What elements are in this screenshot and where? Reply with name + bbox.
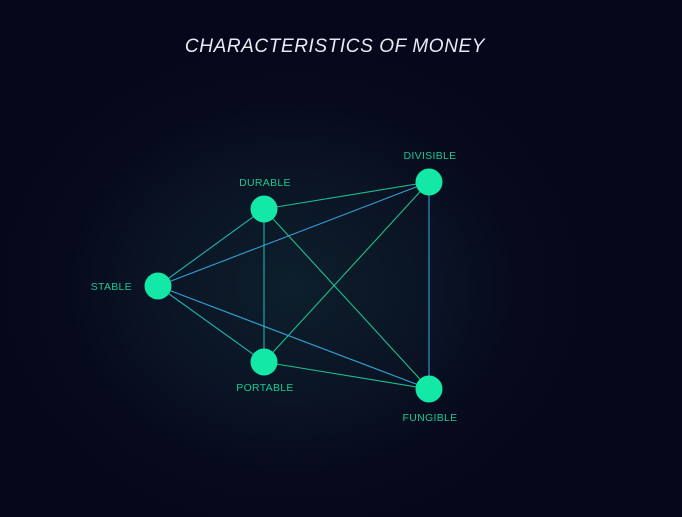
node-label-divisible: DIVISIBLE <box>404 150 457 162</box>
edge-durable-divisible <box>263 181 430 210</box>
edge-divisible-stable <box>157 181 430 287</box>
edge-portable-fungible <box>263 361 430 390</box>
node-stable <box>144 272 172 300</box>
node-durable <box>250 195 278 223</box>
node-label-fungible: FUNGIBLE <box>403 412 458 424</box>
node-label-durable: DURABLE <box>239 177 291 189</box>
edge-durable-fungible <box>263 208 430 390</box>
node-group: DURABLE DIVISIBLE STABLE PORTABLE FUNGIBLE <box>91 150 458 424</box>
edge-divisible-portable <box>263 181 430 363</box>
node-divisible <box>415 168 443 196</box>
edge-stable-portable <box>157 285 265 363</box>
node-label-portable: PORTABLE <box>236 382 293 394</box>
edge-group <box>157 181 430 390</box>
edge-durable-stable <box>157 208 265 287</box>
page-title: CHARACTERISTICS OF MONEY <box>184 36 486 57</box>
edge-stable-fungible <box>157 285 430 390</box>
node-label-stable: STABLE <box>91 281 132 293</box>
node-fungible <box>415 375 443 403</box>
node-portable <box>250 348 278 376</box>
